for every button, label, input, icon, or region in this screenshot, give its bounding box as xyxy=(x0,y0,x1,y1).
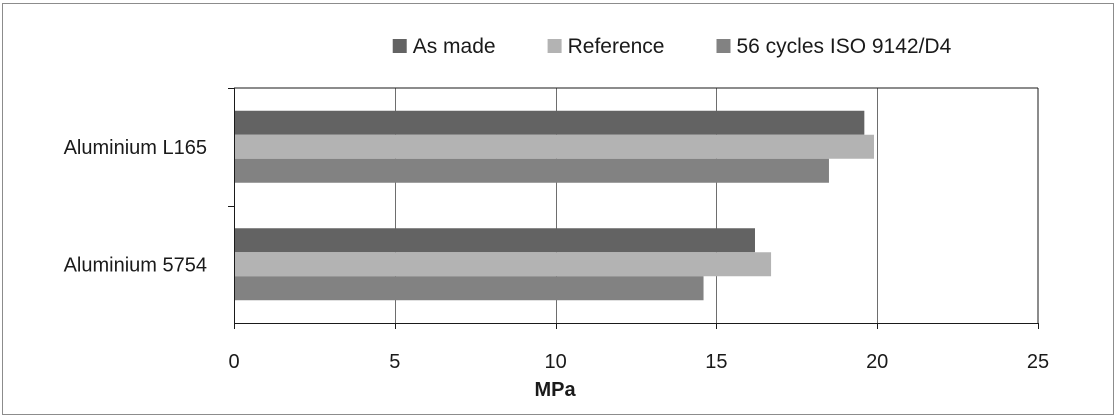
bar xyxy=(235,110,865,135)
legend-item: As made xyxy=(392,35,496,58)
x-tick-label: 0 xyxy=(228,351,239,373)
legend-swatch xyxy=(392,39,407,53)
category-label: Aluminium L165 xyxy=(64,137,207,159)
category-label: Aluminium 5754 xyxy=(64,254,207,276)
bar xyxy=(235,276,704,301)
legend-label: Reference xyxy=(568,35,665,58)
x-tick-label: 20 xyxy=(866,351,888,373)
legend-label: As made xyxy=(413,35,496,58)
tick-labels: 0 5 10 15 20 25 xyxy=(228,351,1049,373)
bar xyxy=(235,134,874,159)
legend-swatch xyxy=(716,39,731,53)
bar xyxy=(235,158,829,183)
x-axis-title: MPa xyxy=(534,379,576,401)
legend-swatch xyxy=(547,39,562,53)
chart-frame xyxy=(2,3,1114,415)
x-tick-label: 25 xyxy=(1027,351,1049,373)
bar xyxy=(235,252,772,277)
axes xyxy=(228,87,1039,329)
legend: As made Reference 56 cycles ISO 9142/D4 xyxy=(392,35,952,58)
x-tick-label: 10 xyxy=(544,351,566,373)
x-tick-label: 5 xyxy=(389,351,400,373)
legend-label: 56 cycles ISO 9142/D4 xyxy=(736,35,951,58)
category-labels: Aluminium L165 Aluminium 5754 xyxy=(64,137,207,277)
legend-item: 56 cycles ISO 9142/D4 xyxy=(716,35,952,58)
bar xyxy=(235,228,755,253)
x-tick-label: 15 xyxy=(705,351,727,373)
legend-item: Reference xyxy=(547,35,665,58)
bars xyxy=(235,110,874,301)
